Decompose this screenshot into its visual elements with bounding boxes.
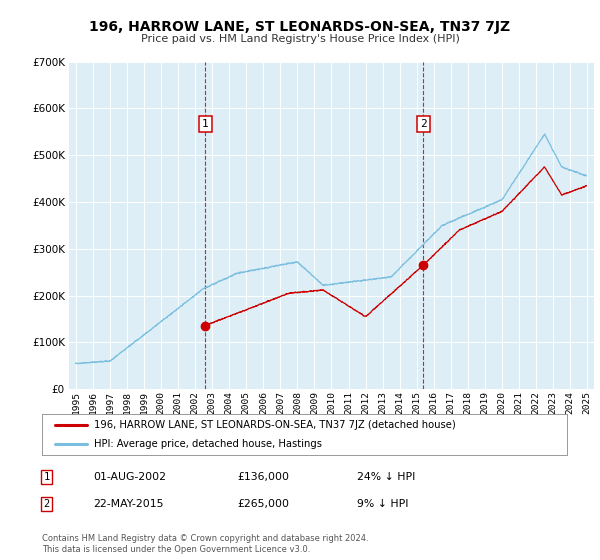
- Text: 1: 1: [202, 119, 208, 129]
- Text: 9% ↓ HPI: 9% ↓ HPI: [357, 499, 409, 509]
- Text: 2: 2: [44, 499, 50, 509]
- Text: 01-AUG-2002: 01-AUG-2002: [93, 472, 166, 482]
- Text: 24% ↓ HPI: 24% ↓ HPI: [357, 472, 415, 482]
- Text: Price paid vs. HM Land Registry's House Price Index (HPI): Price paid vs. HM Land Registry's House …: [140, 34, 460, 44]
- Text: 2: 2: [420, 119, 427, 129]
- Text: This data is licensed under the Open Government Licence v3.0.: This data is licensed under the Open Gov…: [42, 545, 310, 554]
- Text: £136,000: £136,000: [237, 472, 289, 482]
- Text: 1: 1: [44, 472, 50, 482]
- Text: Contains HM Land Registry data © Crown copyright and database right 2024.: Contains HM Land Registry data © Crown c…: [42, 534, 368, 543]
- Text: 22-MAY-2015: 22-MAY-2015: [93, 499, 163, 509]
- Text: 196, HARROW LANE, ST LEONARDS-ON-SEA, TN37 7JZ (detached house): 196, HARROW LANE, ST LEONARDS-ON-SEA, TN…: [95, 420, 456, 430]
- Text: £265,000: £265,000: [237, 499, 289, 509]
- Text: 196, HARROW LANE, ST LEONARDS-ON-SEA, TN37 7JZ: 196, HARROW LANE, ST LEONARDS-ON-SEA, TN…: [89, 20, 511, 34]
- Text: HPI: Average price, detached house, Hastings: HPI: Average price, detached house, Hast…: [95, 439, 323, 449]
